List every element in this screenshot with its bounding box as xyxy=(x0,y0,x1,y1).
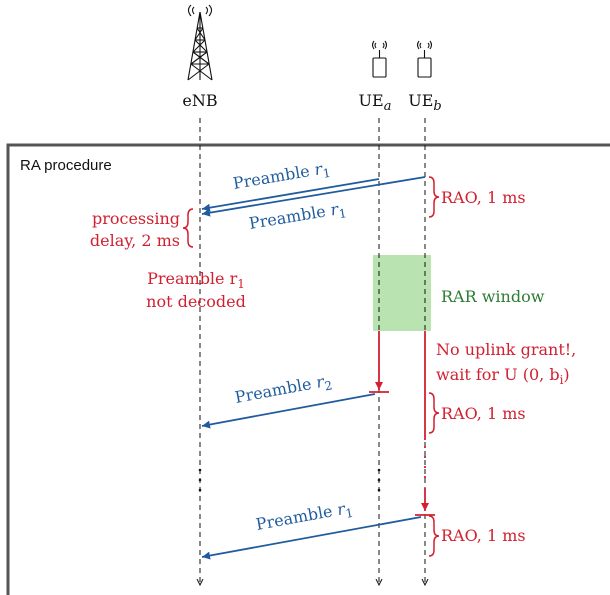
not-decoded-line1: Preamble r1 xyxy=(147,269,245,291)
mobile-phone-icon xyxy=(416,40,433,78)
rao-label-1: RAO, 1 ms xyxy=(441,188,526,207)
processing-brace xyxy=(182,208,194,248)
rar-window-label: RAR window xyxy=(441,287,545,306)
message-arrow-4 xyxy=(201,516,422,560)
mobile-phone-icon xyxy=(371,40,388,78)
rao-brace-2 xyxy=(428,392,440,434)
rao-label-2: RAO, 1 ms xyxy=(441,404,526,423)
message-arrow-3 xyxy=(201,393,376,429)
antenna-tower-icon xyxy=(187,4,213,81)
ue-a-label: UEa xyxy=(359,91,392,114)
rao-label-3: RAO, 1 ms xyxy=(441,526,526,545)
processing-delay-line2: delay, 2 ms xyxy=(90,231,180,250)
uplink-grant-line1: No uplink grant!, xyxy=(436,340,576,359)
message-arrow-2 xyxy=(201,176,426,217)
rar-window-box xyxy=(373,255,431,331)
rao-brace-1 xyxy=(428,176,440,218)
frame-title: RA procedure xyxy=(20,157,112,174)
message-arrow-1 xyxy=(201,178,380,212)
enb-label: eNB xyxy=(182,91,217,110)
uplink-grant-line2: wait for U (0, bi) xyxy=(436,365,570,387)
ue-b-label: UEb xyxy=(408,91,442,114)
processing-delay-line1: processing xyxy=(92,209,180,228)
rao-brace-3 xyxy=(428,515,440,557)
ra-procedure-frame xyxy=(6,143,610,595)
not-decoded-line2: not decoded xyxy=(146,292,246,311)
continuation-dots xyxy=(198,468,381,492)
